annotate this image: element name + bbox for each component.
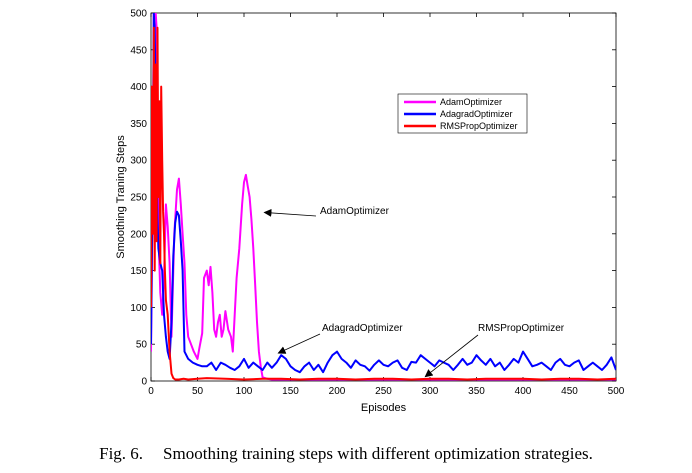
series-line-rmsprop <box>151 26 616 381</box>
figure-caption: Fig. 6. Smoothing training steps with dif… <box>0 444 692 464</box>
x-tick-label: 250 <box>375 386 392 397</box>
x-tick-label: 100 <box>236 386 253 397</box>
series-line-adagrad <box>151 13 616 374</box>
x-tick-label: 350 <box>468 386 485 397</box>
x-axis-label: Episodes <box>361 402 407 414</box>
annotation-adagrad-label: AdagradOptimizer <box>322 323 403 334</box>
y-tick-label: 500 <box>130 9 147 20</box>
y-tick-label: 0 <box>141 377 147 388</box>
y-tick-label: 450 <box>130 45 147 56</box>
x-tick-label: 150 <box>282 386 299 397</box>
y-tick-label: 150 <box>130 266 147 277</box>
annotation-adam-label: AdamOptimizer <box>320 206 390 217</box>
plot-area <box>150 12 617 382</box>
y-tick-label: 250 <box>130 193 147 204</box>
x-tick-label: 500 <box>608 386 625 397</box>
annotation-adam-arrow <box>263 208 317 217</box>
caption-text: Smoothing training steps with different … <box>163 444 593 463</box>
figure-number: Fig. 6. <box>99 444 144 463</box>
x-tick-label: 450 <box>561 386 578 397</box>
legend-label-adagrad: AdagradOptimizer <box>440 109 513 119</box>
legend: AdamOptimizer AdagradOptimizer RMSPropOp… <box>397 93 528 134</box>
y-tick-label: 300 <box>130 156 147 167</box>
x-tick-label: 400 <box>515 386 532 397</box>
y-tick-label: 200 <box>130 229 147 240</box>
legend-label-rmsprop: RMSPropOptimizer <box>440 121 518 131</box>
y-tick-label: 350 <box>130 119 147 130</box>
x-tick-label: 0 <box>148 386 154 397</box>
x-tick-label: 200 <box>329 386 346 397</box>
legend-label-adam: AdamOptimizer <box>440 97 502 107</box>
y-tick-label: 100 <box>130 303 147 314</box>
y-tick-label: 50 <box>136 340 148 351</box>
y-axis-label: Smoothing Traning Steps <box>115 135 127 259</box>
annotation-adagrad-arrow <box>277 333 321 354</box>
x-tick-label: 300 <box>422 386 439 397</box>
x-tick-label: 50 <box>192 386 204 397</box>
annotation-rmsprop-arrow <box>424 334 479 378</box>
y-tick-label: 400 <box>130 82 147 93</box>
annotation-rmsprop-label: RMSPropOptimizer <box>478 323 565 334</box>
